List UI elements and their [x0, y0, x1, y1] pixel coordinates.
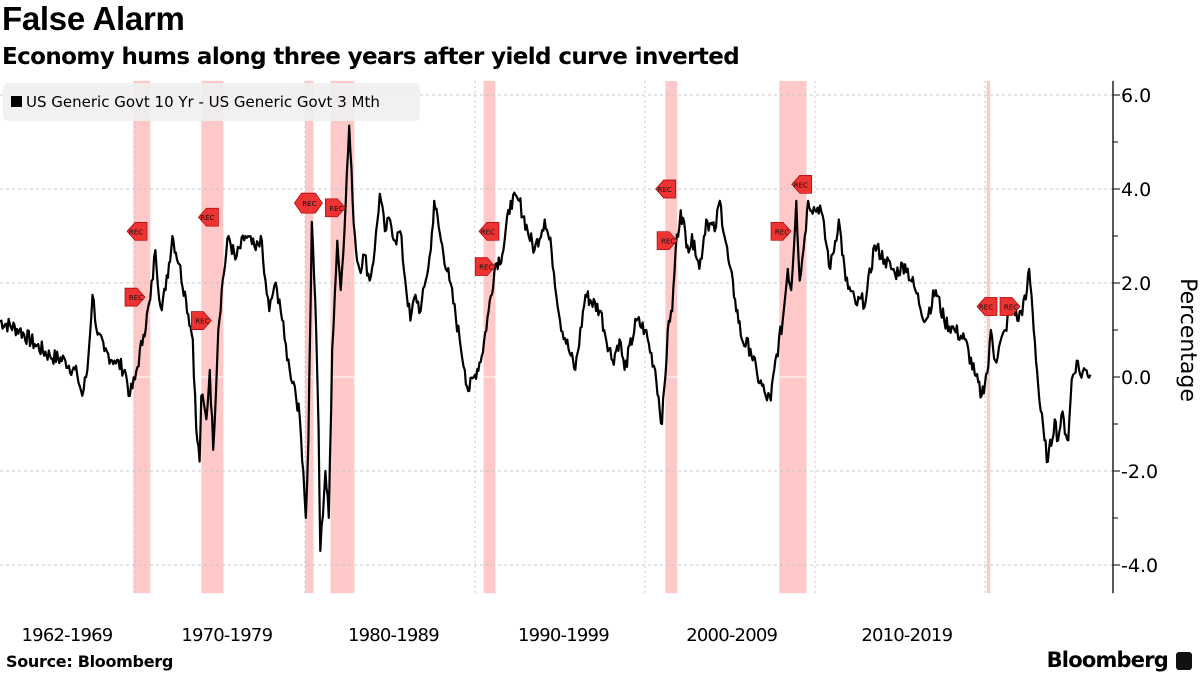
- rec-marker-label: REC: [302, 200, 316, 208]
- rec-marker-shape: [656, 231, 678, 251]
- y-tick-label: 2.0: [1121, 273, 1151, 295]
- rec-marker-shape: [655, 179, 677, 199]
- legend-label: US Generic Govt 10 Yr - US Generic Govt …: [26, 93, 380, 111]
- rec-marker-label: REC: [479, 264, 493, 272]
- rec-marker-label: REC: [979, 304, 993, 312]
- recession-band: [483, 80, 496, 594]
- legend-swatch: [11, 96, 22, 107]
- x-tick-label: 1990-1999: [518, 625, 609, 646]
- rec-marker-shape: [474, 257, 496, 276]
- rec-marker-shape: [791, 174, 813, 194]
- rec-markers: REC REC REC REC REC REC REC REC REC REC REC REC REC R…: [124, 174, 1021, 330]
- rec-marker: REC: [474, 257, 496, 276]
- x-tick-label: 1970-1979: [181, 625, 272, 646]
- rec-marker: REC: [655, 179, 677, 199]
- rec-marker: REC: [124, 287, 146, 307]
- recession-band: [986, 80, 991, 594]
- rec-marker-shape: [999, 297, 1021, 316]
- rec-marker: REC: [293, 192, 323, 214]
- rec-marker-label: REC: [661, 238, 675, 246]
- rec-marker-shape: [124, 287, 146, 307]
- rec-marker-shape: [293, 192, 323, 214]
- rec-marker: REC: [190, 311, 212, 330]
- source-note: Source: Bloomberg: [6, 652, 173, 671]
- bloomberg-chart-icon: [1176, 652, 1192, 670]
- rec-marker-label: REC: [195, 318, 209, 326]
- rec-marker-label: REC: [658, 186, 672, 194]
- y-tick-label: -2.0: [1121, 461, 1158, 483]
- bloomberg-logo: Bloomberg: [1046, 648, 1169, 672]
- rec-marker: REC: [999, 297, 1021, 316]
- rec-marker-shape: [190, 311, 212, 330]
- chart-title: False Alarm: [2, 0, 185, 37]
- rec-marker-label: REC: [329, 205, 343, 213]
- rec-marker-shape: [976, 297, 998, 316]
- recession-bands: [133, 80, 991, 594]
- legend-box: [3, 83, 420, 121]
- grid-lines: [0, 80, 1113, 594]
- rec-marker-label: REC: [200, 214, 214, 222]
- rec-marker-shape: [770, 221, 792, 241]
- rec-marker: REC: [325, 198, 346, 218]
- rec-marker: REC: [976, 297, 998, 316]
- y-tick-label: 4.0: [1121, 179, 1151, 201]
- rec-marker-shape: [197, 207, 219, 227]
- rec-marker-label: REC: [1004, 304, 1018, 312]
- rec-marker: REC: [478, 221, 500, 241]
- y-axis: 6.0 4.0 2.0 0.0 -2.0 -4.0: [1112, 80, 1158, 594]
- y-axis-label: Percentage: [1175, 278, 1200, 402]
- chart-subtitle: Economy hums along three years after yie…: [2, 44, 740, 70]
- rec-marker-label: REC: [129, 294, 143, 302]
- recession-band: [779, 80, 807, 594]
- rec-marker: REC: [197, 207, 219, 227]
- series-path: [0, 124, 1092, 553]
- rec-marker-label: REC: [129, 228, 143, 236]
- rec-marker: REC: [126, 221, 148, 241]
- rec-marker-label: REC: [775, 228, 789, 236]
- x-tick-label: 1962-1969: [22, 625, 113, 646]
- x-tick-label: 2010-2019: [861, 625, 952, 646]
- y-tick-label: 0.0: [1121, 367, 1151, 389]
- x-axis-labels: 1962-1969 1970-1979 1980-1989 1990-1999 2000…: [22, 625, 954, 646]
- rec-marker-shape: [478, 221, 500, 241]
- x-tick-label: 1980-1989: [348, 625, 439, 646]
- rec-marker-label: REC: [794, 181, 808, 189]
- recession-band: [665, 80, 678, 594]
- rec-marker-shape: [325, 198, 346, 218]
- y-tick-label: -4.0: [1121, 555, 1158, 577]
- recession-band: [133, 80, 151, 594]
- rec-marker-label: REC: [481, 228, 495, 236]
- series-line: [0, 124, 1092, 553]
- recession-band: [201, 80, 224, 594]
- rec-marker: REC: [770, 221, 792, 241]
- rec-marker: REC: [791, 174, 813, 194]
- y-tick-label: 6.0: [1121, 85, 1151, 107]
- x-tick-label: 2000-2009: [686, 625, 777, 646]
- rec-marker-shape: [126, 221, 148, 241]
- rec-marker: REC: [656, 231, 678, 251]
